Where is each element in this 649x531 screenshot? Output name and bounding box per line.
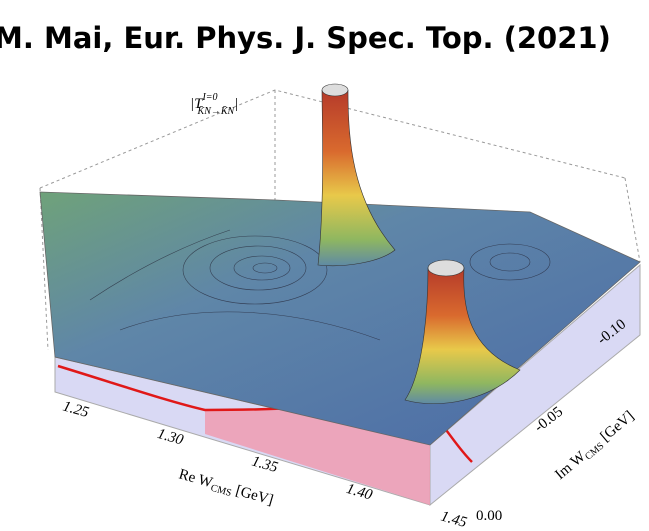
z-axis-label: |TI=0 K̄N→K̄N| xyxy=(190,92,238,117)
tick-label: 0.00 xyxy=(476,508,502,524)
bounding-box xyxy=(39,89,641,351)
tick-label: 1.30 xyxy=(155,426,185,449)
peak-cap xyxy=(321,83,349,97)
tick-label: 1.45 xyxy=(439,508,469,531)
peak xyxy=(317,89,396,267)
peak xyxy=(404,267,521,405)
contours xyxy=(89,229,551,341)
tick-label: 1.40 xyxy=(344,481,374,504)
peak-cap xyxy=(427,259,465,277)
tick-label: 1.25 xyxy=(61,398,91,421)
title: M. Mai, Eur. Phys. J. Spec. Top. (2021) xyxy=(0,21,611,55)
tick-label: 1.35 xyxy=(250,453,280,476)
